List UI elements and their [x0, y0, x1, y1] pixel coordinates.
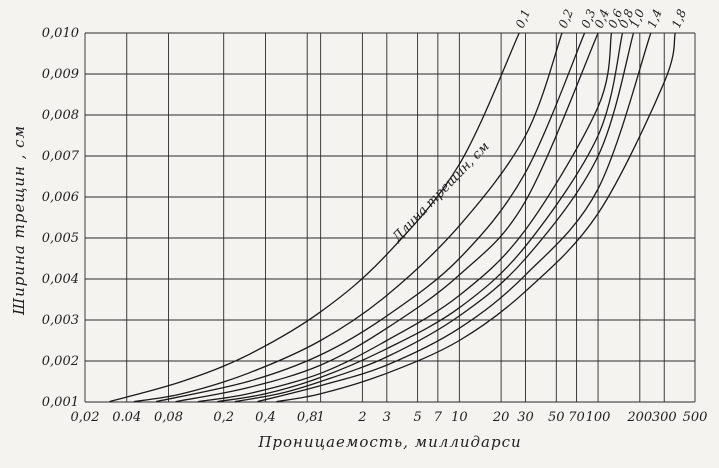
series-label: 0,8 [616, 7, 636, 30]
series-label: 1,8 [669, 7, 689, 30]
x-tick-label: 70 [568, 410, 585, 425]
series-labels: 0,1 0,2 0,30,40,60,81,01,4 1,8 [513, 7, 689, 30]
y-tick-label: 0,003 [42, 313, 79, 328]
y-tick-label: 0,005 [42, 231, 79, 246]
x-tick-label: 3 [383, 410, 391, 425]
series-label: 1,0 [627, 7, 647, 30]
y-tick-label: 0,002 [42, 354, 79, 369]
y-tick-label: 0,007 [42, 149, 80, 164]
y-tick-labels: 0,001 0,002 0,003 0,004 0,005 0,006 0,007 0,008… [42, 26, 80, 410]
series-label: 1,4 [645, 7, 665, 30]
series-line [175, 32, 599, 403]
y-tick-label: 0,009 [42, 67, 79, 82]
x-tick-label: 200 [626, 410, 652, 425]
series-line [197, 32, 613, 403]
x-tick-label: 0,2 [213, 410, 234, 425]
x-tick-label: 50 [548, 410, 565, 425]
x-tick-label: 0,8 [297, 410, 318, 425]
x-axis-title: Проницаемость, миллидарси [257, 433, 521, 451]
y-tick-label: 0,008 [42, 108, 79, 123]
y-tick-label: 0,004 [42, 272, 79, 287]
x-tick-label: 100 [586, 410, 611, 425]
curve-annotation: Длина трещин, см [389, 139, 492, 245]
x-tick-label: 7 [434, 410, 443, 425]
y-tick-label: 0,010 [42, 26, 79, 41]
grid [84, 32, 696, 403]
series-label: 0,2 [556, 7, 576, 30]
series-line [276, 32, 676, 403]
series-label: 0,4 [592, 7, 612, 30]
series-label: 0,3 [578, 7, 598, 30]
x-tick-label: 20 [492, 410, 510, 425]
series-label: 0,6 [605, 7, 625, 30]
x-tick-label: 0,4 [255, 410, 276, 425]
x-tick-label: 0,02 [71, 410, 100, 425]
series-label: 0,1 [513, 7, 533, 30]
series-line [155, 32, 586, 403]
x-tick-label: 0.04 [112, 410, 141, 425]
y-tick-label: 0,001 [42, 395, 79, 410]
x-tick-label: 0,08 [154, 410, 183, 425]
series-line [234, 32, 635, 403]
x-tick-label: 2 [357, 410, 366, 425]
series-line [133, 32, 563, 403]
x-tick-label: 10 [451, 410, 468, 425]
series-line [257, 32, 652, 403]
x-tick-label: 500 [683, 410, 708, 425]
series-line [217, 32, 624, 403]
curves [109, 32, 676, 403]
y-axis-title: Ширина трещин , см [10, 125, 28, 316]
x-tick-label: 1 [317, 410, 325, 425]
x-tick-labels: 0,02 0.04 0,08 0,2 0,4 0,81 2 3 5 7 10 20 30 50 70 100 2… [71, 410, 708, 425]
x-tick-label: 5 [413, 410, 421, 425]
x-tick-label: 30 [517, 410, 534, 425]
series-line [109, 32, 520, 403]
x-tick-label: 300 [652, 410, 677, 425]
y-tick-label: 0,006 [42, 190, 79, 205]
